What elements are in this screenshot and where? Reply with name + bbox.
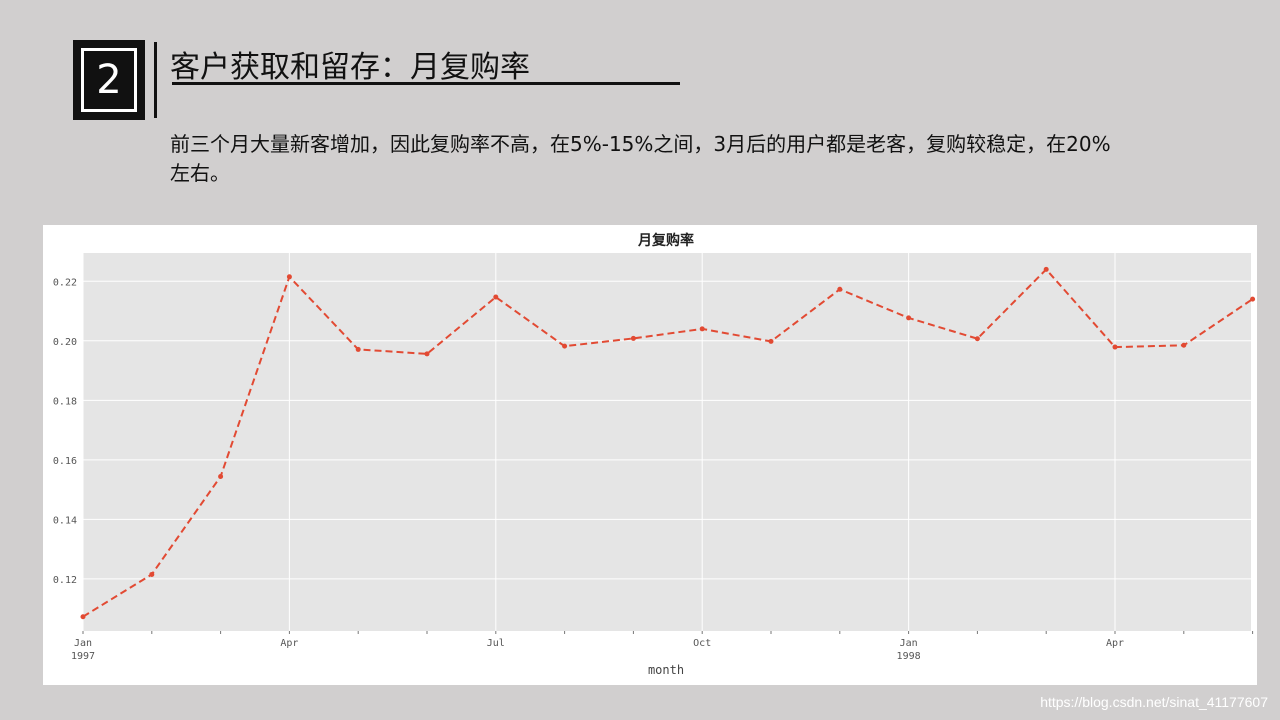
data-point: [1112, 344, 1118, 350]
data-point: [1250, 296, 1256, 302]
data-point: [355, 346, 361, 352]
data-point: [218, 474, 224, 480]
y-tick-label: 0.12: [53, 575, 77, 586]
x-tick-label: Apr: [1106, 638, 1124, 649]
data-point: [906, 315, 912, 321]
x-tick-label: Jan: [900, 638, 918, 649]
data-point: [1043, 266, 1049, 272]
data-markers: [80, 266, 1256, 620]
slide-title: 客户获取和留存：月复购率: [170, 50, 530, 85]
data-point: [1181, 342, 1187, 348]
x-tick-label: Jan: [74, 638, 92, 649]
data-point: [493, 294, 499, 300]
watermark: https://blog.csdn.net/sinat_41177607: [1040, 694, 1268, 710]
chart-title: 月复购率: [637, 232, 694, 249]
repurchase-rate-chart: 月复购率 0.12 0.14 0.16 0.18 0.20 0.22 Jan 1997 Apr…: [53, 232, 1256, 677]
data-point: [974, 336, 980, 342]
data-point: [768, 338, 774, 344]
x-tick-label: Oct: [693, 638, 711, 649]
x-axis: Jan 1997 Apr Jul Oct Jan 1998 Apr: [71, 631, 1254, 662]
plot-area: [83, 253, 1251, 631]
x-tick-label: Apr: [280, 638, 298, 649]
y-tick-label: 0.18: [53, 396, 77, 407]
y-tick-label: 0.16: [53, 456, 77, 467]
y-tick-label: 0.14: [53, 515, 77, 526]
section-number-badge: 2: [73, 40, 145, 120]
data-point: [562, 343, 568, 349]
y-tick-label: 0.20: [53, 337, 77, 348]
data-point: [80, 614, 86, 620]
y-tick-label: 0.22: [53, 277, 77, 288]
y-axis: 0.12 0.14 0.16 0.18 0.20 0.22: [53, 277, 77, 586]
data-point: [149, 571, 155, 577]
data-point: [699, 326, 705, 332]
series-line: [82, 267, 1254, 618]
slide-description: 前三个月大量新客增加，因此复购率不高，在5%-15%之间，3月后的用户都是老客，…: [170, 132, 1111, 185]
data-point: [286, 274, 292, 280]
chart-panel: 月复购率 0.12 0.14 0.16 0.18 0.20 0.22 Jan 1997 Apr…: [43, 225, 1257, 685]
title-underline: [172, 82, 680, 85]
x-tick-sublabel: 1997: [71, 651, 95, 662]
data-point: [424, 351, 430, 357]
title-divider: [154, 42, 157, 118]
section-number: 2: [81, 48, 137, 112]
x-tick-sublabel: 1998: [897, 651, 921, 662]
x-axis-label: month: [648, 663, 684, 677]
data-point: [630, 335, 636, 341]
data-point: [837, 286, 843, 292]
x-tick-label: Jul: [487, 638, 505, 649]
